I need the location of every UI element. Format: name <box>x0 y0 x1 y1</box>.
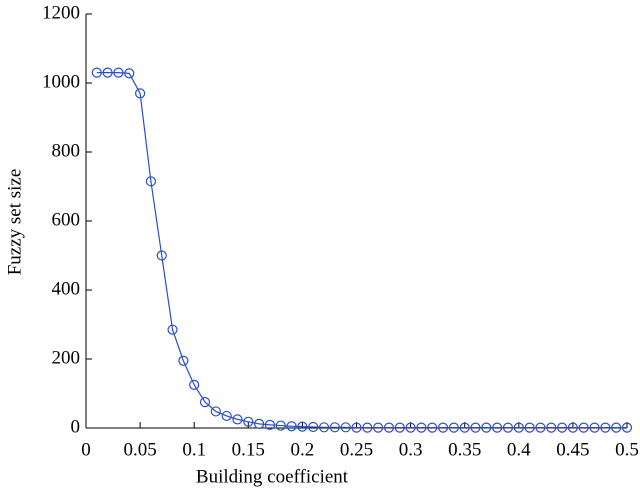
point-marker <box>189 379 200 390</box>
y-tick-label: 200 <box>52 347 81 368</box>
point-marker <box>329 422 340 433</box>
point-marker <box>243 416 254 427</box>
point-marker <box>178 355 189 366</box>
point-marker <box>145 176 157 187</box>
point-marker <box>286 421 297 432</box>
point-marker <box>351 422 362 433</box>
point-marker <box>546 422 557 433</box>
point-marker <box>524 422 535 433</box>
x-tick-label: 0.2 <box>291 439 315 460</box>
point-marker <box>102 67 113 78</box>
point-marker <box>416 422 427 433</box>
point-marker <box>621 422 633 433</box>
point-marker <box>156 250 167 261</box>
y-tick-label: 800 <box>52 140 81 161</box>
x-tick-label: 0.3 <box>399 439 423 460</box>
point-marker <box>600 422 611 433</box>
point-marker <box>297 421 308 432</box>
point-marker <box>210 406 221 417</box>
point-marker <box>567 422 579 433</box>
point-marker <box>437 422 449 433</box>
point-marker <box>589 422 600 433</box>
x-tick-label: 0.4 <box>507 439 531 460</box>
x-tick-label: 0.1 <box>182 439 206 460</box>
y-axis-label: Fuzzy set size <box>4 169 25 276</box>
point-marker <box>394 422 405 433</box>
y-tick-label: 400 <box>52 278 81 299</box>
x-tick-label: 0.25 <box>340 439 373 460</box>
point-marker <box>232 414 243 425</box>
point-marker <box>427 422 438 433</box>
point-marker <box>470 422 481 433</box>
point-marker <box>611 422 622 433</box>
point-marker <box>556 422 568 433</box>
x-tick-label: 0.5 <box>615 439 639 460</box>
point-marker <box>405 422 416 433</box>
x-tick-label: 0.45 <box>556 439 589 460</box>
point-marker <box>254 418 265 429</box>
point-marker <box>340 422 351 433</box>
point-marker <box>459 422 470 433</box>
point-marker <box>275 420 286 431</box>
x-tick-label: 0.05 <box>123 439 156 460</box>
point-marker <box>383 422 395 433</box>
y-tick-label: 600 <box>52 209 81 230</box>
point-marker <box>513 422 524 433</box>
point-marker <box>91 67 102 78</box>
y-tick-label: 0 <box>71 416 81 437</box>
point-marker <box>167 324 178 335</box>
point-marker <box>362 422 373 433</box>
point-marker <box>492 422 503 433</box>
point-marker <box>318 422 330 433</box>
x-tick-label: 0.15 <box>232 439 265 460</box>
point-marker <box>135 88 146 99</box>
x-axis-label: Building coefficient <box>196 466 349 487</box>
point-marker <box>199 397 211 408</box>
y-tick-label: 1200 <box>42 2 80 23</box>
point-marker <box>221 410 232 422</box>
y-tick-label: 1000 <box>42 71 80 92</box>
point-marker <box>535 422 546 433</box>
x-tick-label: 0.35 <box>448 439 481 460</box>
point-marker <box>113 67 124 78</box>
point-marker <box>308 421 319 433</box>
point-marker <box>124 68 135 79</box>
point-marker <box>578 422 589 433</box>
point-marker <box>481 422 492 433</box>
series-line <box>96 72 627 429</box>
point-marker <box>502 422 514 433</box>
point-marker <box>373 422 384 433</box>
point-marker <box>264 419 276 430</box>
point-marker <box>448 422 459 433</box>
x-tick-label: 0 <box>81 439 91 460</box>
